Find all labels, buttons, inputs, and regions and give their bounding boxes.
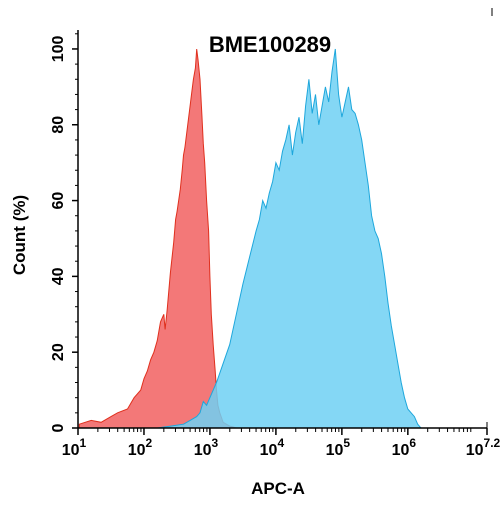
y-axis-label: Count (%) — [10, 195, 29, 275]
chart-title: BME100289 — [209, 32, 331, 57]
x-tick-label-3: 103 — [194, 436, 219, 459]
x-tick-label-2: 102 — [128, 436, 153, 459]
series-area-1 — [78, 48, 237, 429]
axes-layer — [77, 8, 493, 429]
series-layer — [78, 48, 423, 429]
x-tick-label-5: 105 — [326, 436, 351, 459]
x-axis-label: APC-A — [251, 479, 305, 498]
y-tick-label-20: 20 — [50, 343, 67, 361]
y-tick-label-40: 40 — [50, 267, 67, 285]
y-tick-label-80: 80 — [50, 116, 67, 134]
x-tick-label-7.2: 107.2 — [466, 436, 501, 459]
y-tick-label-0: 0 — [50, 423, 67, 432]
y-tick-label-60: 60 — [50, 192, 67, 210]
series-area-2 — [157, 48, 423, 429]
x-tick-label-4: 104 — [260, 436, 285, 459]
x-tick-label-1: 101 — [62, 436, 87, 459]
y-tick-label-100: 100 — [50, 36, 67, 63]
ticks-layer: 0 20 40 60 80 100 101 102 103 104 105 106 107.2 — [50, 33, 501, 459]
x-tick-label-6: 106 — [392, 436, 417, 459]
